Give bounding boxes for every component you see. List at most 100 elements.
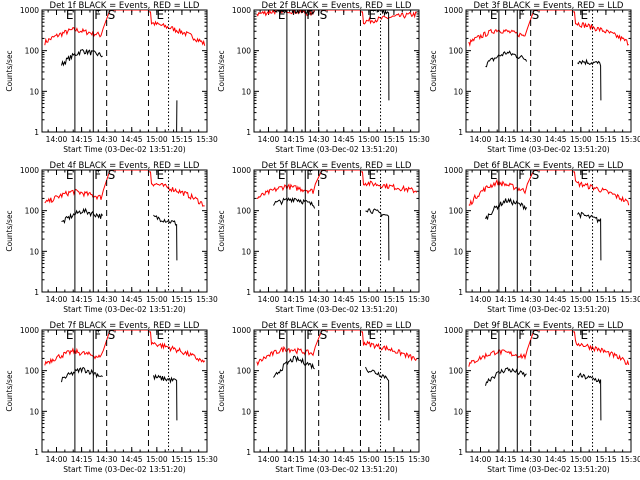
y-tick-label: 1 xyxy=(34,288,39,297)
y-tick-label: 1 xyxy=(458,128,463,137)
plot-area xyxy=(468,10,629,101)
events-series-line xyxy=(577,372,602,421)
marker-label-f: F xyxy=(306,8,313,22)
marker-label-e: E xyxy=(157,168,165,182)
x-tick-label: 15:15 xyxy=(383,455,405,464)
lld-series-line xyxy=(44,170,205,207)
x-axis-label: Start Time (03-Dec-02 13:51:20) xyxy=(275,305,397,314)
lld-series-line xyxy=(468,170,630,206)
x-tick-label: 15:00 xyxy=(358,455,380,464)
chart-panel-3: Det 3f BLACK = Events, RED = LLD 1 10 100 10… xyxy=(429,1,640,154)
x-tick-label: 15:30 xyxy=(196,295,218,304)
x-tick-label: 15:00 xyxy=(146,135,168,144)
chart-title: Det 7f BLACK = Events, RED = LLD xyxy=(50,321,200,331)
x-tick-label: 15:15 xyxy=(171,135,193,144)
y-tick-label: 100 xyxy=(237,47,252,56)
x-tick-label: 14:00 xyxy=(470,455,492,464)
marker-label-s: S xyxy=(108,168,116,182)
y-tick-label: 100 xyxy=(449,367,464,376)
plot-area xyxy=(44,170,205,261)
marker-label-f: F xyxy=(94,328,101,342)
x-tick-label: 15:00 xyxy=(570,135,592,144)
x-tick-label: 14:45 xyxy=(545,455,567,464)
plot-area xyxy=(256,10,417,101)
plot-area xyxy=(468,170,630,261)
x-axis-label: Start Time (03-Dec-02 13:51:20) xyxy=(63,465,185,474)
marker-label-f: F xyxy=(94,8,101,22)
y-tick-label: 1000 xyxy=(20,166,39,175)
x-tick-label: 14:30 xyxy=(520,295,542,304)
y-tick-label: 10 xyxy=(241,247,251,256)
x-tick-label: 15:15 xyxy=(383,135,405,144)
x-tick-label: 14:45 xyxy=(333,295,355,304)
x-axis-label: Start Time (03-Dec-02 13:51:20) xyxy=(487,465,609,474)
chart-panel-7: Det 7f BLACK = Events, RED = LLD 1 10 100 10… xyxy=(5,321,218,474)
marker-label-f: F xyxy=(94,168,101,182)
plot-frame xyxy=(253,9,420,133)
x-tick-label: 15:00 xyxy=(570,455,592,464)
y-tick-label: 1 xyxy=(246,288,251,297)
marker-label-f: F xyxy=(306,328,313,342)
y-tick-label: 1000 xyxy=(232,6,251,15)
x-tick-label: 15:15 xyxy=(595,295,617,304)
chart-panel-8: Det 8f BLACK = Events, RED = LLD 1 10 100 10… xyxy=(217,321,430,474)
x-tick-label: 15:00 xyxy=(146,455,168,464)
events-series-line xyxy=(577,211,602,261)
plot-area xyxy=(44,330,206,421)
y-axis-label: Counts/sec xyxy=(5,50,14,91)
x-tick-label: 14:15 xyxy=(283,295,305,304)
y-tick-label: 1 xyxy=(246,448,251,457)
y-tick-label: 10 xyxy=(453,87,463,96)
events-series-line xyxy=(153,373,178,421)
x-tick-label: 15:30 xyxy=(196,455,218,464)
marker-label-s: S xyxy=(532,168,540,182)
y-tick-label: 10 xyxy=(241,87,251,96)
x-tick-label: 15:30 xyxy=(620,455,640,464)
x-tick-label: 14:00 xyxy=(258,135,280,144)
events-series-line xyxy=(273,355,315,378)
x-tick-label: 14:30 xyxy=(520,135,542,144)
events-series-line xyxy=(273,10,316,16)
marker-label-e: E xyxy=(369,8,377,22)
y-tick-label: 100 xyxy=(25,367,40,376)
x-axis-label: Start Time (03-Dec-02 13:51:20) xyxy=(63,305,185,314)
chart-title: Det 9f BLACK = Events, RED = LLD xyxy=(474,321,624,331)
x-tick-label: 15:15 xyxy=(171,295,193,304)
chart-title: Det 1f BLACK = Events, RED = LLD xyxy=(50,1,200,11)
marker-label-e: E xyxy=(490,168,498,182)
y-tick-label: 100 xyxy=(449,207,464,216)
events-series-line xyxy=(485,367,527,386)
y-tick-label: 100 xyxy=(449,47,464,56)
events-series-line xyxy=(577,58,602,101)
marker-label-e: E xyxy=(278,328,286,342)
y-tick-label: 10 xyxy=(29,247,39,256)
x-tick-label: 14:00 xyxy=(258,295,280,304)
y-tick-label: 100 xyxy=(25,207,40,216)
events-series-line xyxy=(61,48,103,67)
plot-area xyxy=(256,330,418,421)
x-tick-label: 14:15 xyxy=(283,135,305,144)
events-series-line xyxy=(61,367,103,383)
x-tick-label: 14:30 xyxy=(96,135,118,144)
x-axis-label: Start Time (03-Dec-02 13:51:20) xyxy=(275,465,397,474)
lld-series-line xyxy=(256,330,418,367)
marker-label-s: S xyxy=(320,8,328,22)
x-tick-label: 14:45 xyxy=(121,455,143,464)
lld-series-line xyxy=(468,10,629,47)
x-tick-label: 14:15 xyxy=(495,135,517,144)
marker-label-e: E xyxy=(66,328,74,342)
x-tick-label: 14:45 xyxy=(333,455,355,464)
marker-label-e: E xyxy=(369,328,377,342)
chart-title: Det 4f BLACK = Events, RED = LLD xyxy=(50,161,200,171)
x-tick-label: 15:30 xyxy=(408,135,430,144)
plot-frame xyxy=(253,329,420,453)
x-tick-label: 14:30 xyxy=(308,295,330,304)
x-tick-label: 14:00 xyxy=(470,135,492,144)
y-tick-label: 1000 xyxy=(20,6,39,15)
y-axis-label: Counts/sec xyxy=(217,210,226,251)
events-series-line xyxy=(485,50,528,68)
plot-area xyxy=(256,170,418,261)
x-tick-label: 14:30 xyxy=(308,135,330,144)
y-tick-label: 1000 xyxy=(232,166,251,175)
